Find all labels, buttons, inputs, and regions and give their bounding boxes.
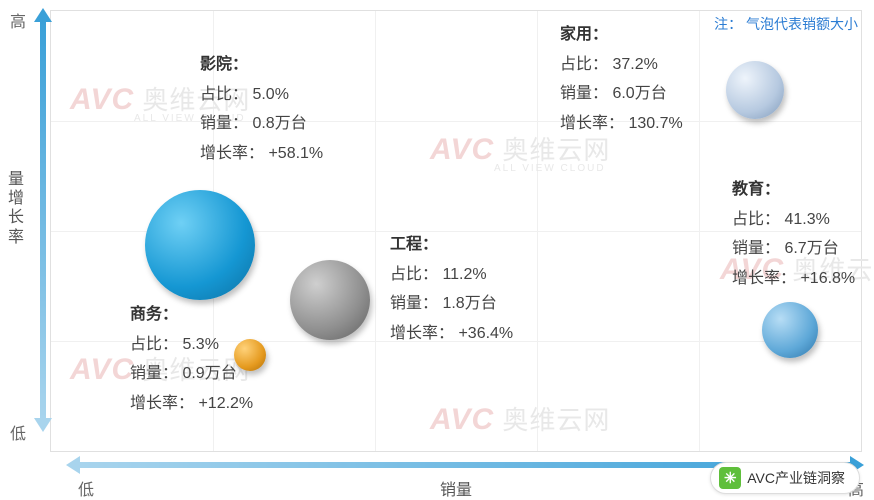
bubble-share: 占比： 11.2% [390, 260, 513, 290]
bubble-growth: 增长率： +12.2% [130, 389, 253, 419]
bubble-label-教育: 教育：占比： 41.3%销量： 6.7万台增长率： +16.8% [732, 175, 855, 293]
bubble-share: 占比： 37.2% [560, 50, 683, 80]
note-prefix: 注： [714, 16, 742, 32]
bubble-growth: 增长率： +58.1% [200, 139, 323, 169]
bubble-title: 家用： [560, 20, 683, 50]
y-axis-bar [40, 20, 46, 420]
y-axis-high-label: 高 [10, 8, 26, 32]
bubble-share: 占比： 41.3% [732, 205, 855, 235]
bubble-label-商务: 商务：占比： 5.3%销量： 0.9万台增长率： +12.2% [130, 300, 253, 418]
bubble-title: 商务： [130, 300, 253, 330]
bubble-volume: 销量： 6.0万台 [560, 79, 683, 109]
bubble-教育[interactable] [762, 302, 818, 358]
bubble-影院[interactable] [145, 190, 255, 300]
source-label: AVC产业链洞察 [747, 468, 845, 488]
source-badge[interactable]: ✳ AVC产业链洞察 [710, 462, 860, 494]
x-axis-title: 销量 [440, 476, 472, 500]
y-axis-arrow-down-icon [34, 418, 52, 432]
bubble-volume: 销量： 1.8万台 [390, 289, 513, 319]
bubble-label-工程: 工程：占比： 11.2%销量： 1.8万台增长率： +36.4% [390, 230, 513, 348]
bubble-title: 工程： [390, 230, 513, 260]
bubble-title: 影院： [200, 50, 323, 80]
x-axis-arrow-left-icon [66, 456, 80, 474]
bubble-share: 占比： 5.0% [200, 80, 323, 110]
bubble-title: 教育： [732, 175, 855, 205]
bubble-volume: 销量： 0.9万台 [130, 359, 253, 389]
bubble-volume: 销量： 6.7万台 [732, 234, 855, 264]
x-axis-low-label: 低 [78, 476, 94, 500]
y-axis-title: 量增长率 [6, 170, 26, 247]
note-text: 气泡代表销额大小 [746, 16, 858, 32]
wechat-icon: ✳ [719, 467, 741, 489]
bubble-volume: 销量： 0.8万台 [200, 109, 323, 139]
bubble-label-家用: 家用：占比： 37.2%销量： 6.0万台增长率： 130.7% [560, 20, 683, 138]
bubble-label-影院: 影院：占比： 5.0%销量： 0.8万台增长率： +58.1% [200, 50, 323, 168]
grid-line-horizontal [51, 121, 861, 122]
bubble-growth: 增长率： 130.7% [560, 109, 683, 139]
bubble-工程[interactable] [290, 260, 370, 340]
y-axis-low-label: 低 [10, 420, 26, 444]
bubble-share: 占比： 5.3% [130, 330, 253, 360]
bubble-growth: 增长率： +16.8% [732, 264, 855, 294]
bubble-growth: 增长率： +36.4% [390, 319, 513, 349]
chart-note: 注： 气泡代表销额大小 [714, 14, 858, 34]
bubble-家用[interactable] [726, 61, 784, 119]
